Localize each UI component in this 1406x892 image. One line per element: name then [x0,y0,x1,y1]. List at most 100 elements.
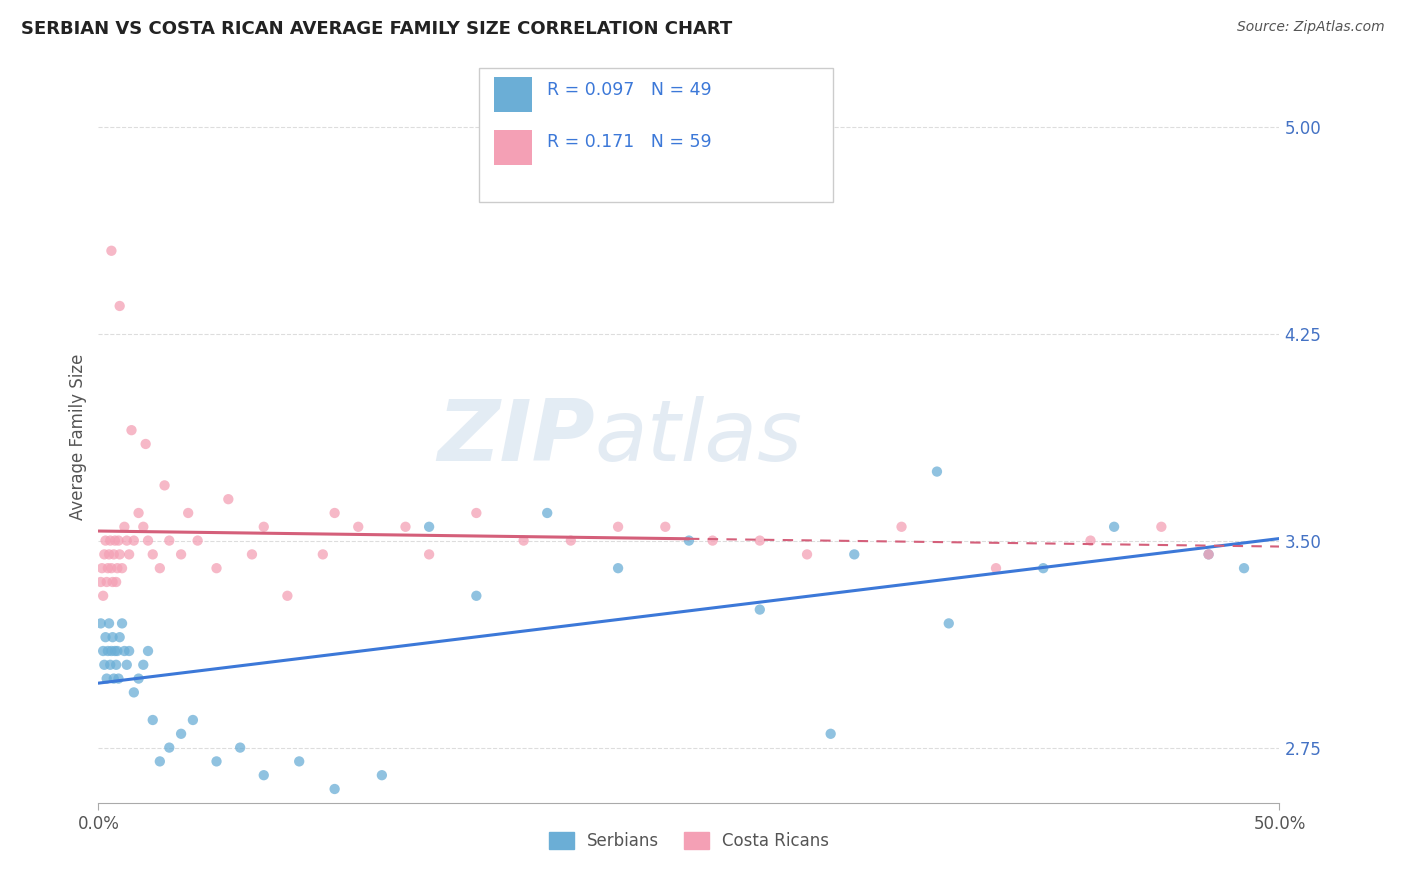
Point [181,713,204,727]
Point [748,602,770,616]
Point [108,299,131,313]
FancyBboxPatch shape [494,130,531,165]
Point [654,520,676,534]
Point [925,465,948,479]
Point [98,533,121,548]
Point [276,589,298,603]
Point [93,548,115,562]
Point [347,520,370,534]
Point [170,727,193,741]
Point [91,644,114,658]
Legend: Serbians, Costa Ricans: Serbians, Costa Ricans [541,825,837,856]
Point [111,616,134,631]
Point [104,533,127,548]
Point [157,533,180,548]
Point [418,520,440,534]
Point [101,630,124,644]
Point [465,589,488,603]
Point [1032,561,1054,575]
Point [157,740,180,755]
Point [111,561,134,575]
Point [100,644,122,658]
Point [107,533,129,548]
Point [177,506,200,520]
Point [105,561,128,575]
Point [1233,561,1256,575]
Text: ZIP: ZIP [437,395,595,479]
Text: atlas: atlas [595,395,803,479]
Point [844,548,866,562]
Point [132,520,155,534]
Point [108,630,131,644]
Point [103,548,125,562]
Text: R = 0.097   N = 49: R = 0.097 N = 49 [547,80,711,99]
Point [607,561,630,575]
Point [98,548,121,562]
Point [136,533,159,548]
Point [205,755,228,769]
Point [107,672,129,686]
Point [890,520,912,534]
Point [153,478,176,492]
Point [128,506,150,520]
Point [512,533,534,548]
Point [98,616,121,631]
Point [938,616,960,631]
FancyBboxPatch shape [478,68,832,202]
Point [1198,548,1220,562]
Point [240,548,263,562]
Text: Source: ZipAtlas.com: Source: ZipAtlas.com [1237,20,1385,34]
Point [607,520,630,534]
Point [142,713,165,727]
Point [323,506,346,520]
Point [205,561,228,575]
Point [112,520,135,534]
Point [149,561,172,575]
Point [90,574,112,589]
Point [97,644,120,658]
Point [678,533,700,548]
Point [1198,548,1220,562]
Point [104,644,127,658]
FancyBboxPatch shape [494,78,531,112]
Point [132,657,155,672]
Point [748,533,770,548]
Text: R = 0.171   N = 59: R = 0.171 N = 59 [547,133,711,152]
Point [115,533,138,548]
Point [90,616,112,631]
Point [105,644,128,658]
Point [94,533,117,548]
Point [93,657,115,672]
Point [100,561,122,575]
Point [217,492,239,507]
Point [122,685,145,699]
Point [536,506,558,520]
Point [371,768,394,782]
Point [187,533,209,548]
Point [142,548,165,562]
Point [135,437,157,451]
Point [1102,520,1125,534]
Point [820,727,842,741]
Point [702,533,724,548]
Point [115,657,138,672]
Point [136,644,159,658]
Point [100,244,122,258]
Point [101,574,124,589]
Point [94,630,117,644]
Point [149,755,172,769]
Point [323,782,346,797]
Point [796,548,818,562]
Point [121,423,143,437]
Point [105,657,128,672]
Point [253,768,276,782]
Point [170,548,193,562]
Point [96,574,118,589]
Text: SERBIAN VS COSTA RICAN AVERAGE FAMILY SIZE CORRELATION CHART: SERBIAN VS COSTA RICAN AVERAGE FAMILY SI… [21,20,733,37]
Point [229,740,252,755]
Point [984,561,1007,575]
Point [108,548,131,562]
Point [560,533,582,548]
Point [118,644,141,658]
Point [394,520,416,534]
